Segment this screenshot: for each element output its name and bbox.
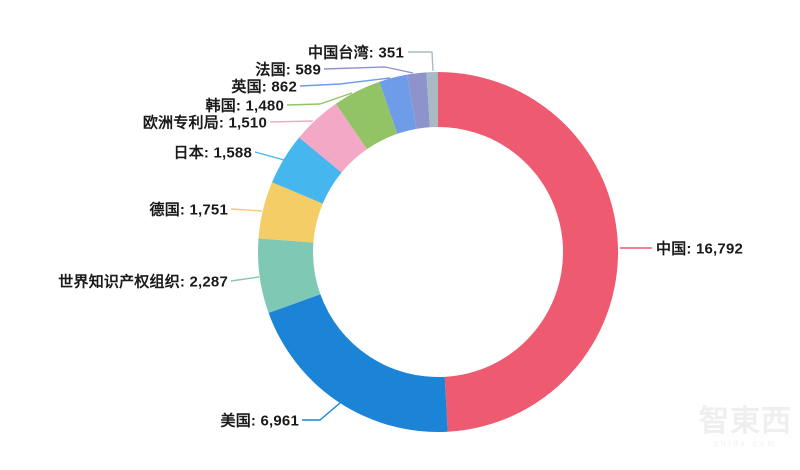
zhidx-watermark: 智東西 zhidx.com xyxy=(699,404,792,448)
pie-slice-5[interactable] xyxy=(299,103,368,173)
leader-line-4 xyxy=(254,151,285,161)
pie-slice-8[interactable] xyxy=(407,72,430,129)
leader-line-9 xyxy=(408,51,434,72)
leader-line-6 xyxy=(286,92,353,106)
pie-slice-7[interactable] xyxy=(379,74,417,134)
leader-line-3 xyxy=(230,208,263,212)
leader-line-1 xyxy=(302,402,341,421)
leader-line-8 xyxy=(323,66,414,74)
pie-slice-4[interactable] xyxy=(272,137,342,204)
zhidx-logo-text: 智東西 xyxy=(699,404,792,438)
pie-slice-1[interactable] xyxy=(268,294,448,433)
pie-slice-3[interactable] xyxy=(258,182,323,243)
leader-line-2 xyxy=(230,276,260,282)
leader-line-5 xyxy=(269,120,314,123)
pie-slice-0[interactable] xyxy=(438,71,619,432)
pie-slice-9[interactable] xyxy=(426,71,438,128)
leader-line-7 xyxy=(299,77,391,87)
zhidx-domain-text: zhidx.com xyxy=(713,439,777,448)
pie-slice-6[interactable] xyxy=(335,81,398,150)
pie-slice-2[interactable] xyxy=(258,238,321,313)
